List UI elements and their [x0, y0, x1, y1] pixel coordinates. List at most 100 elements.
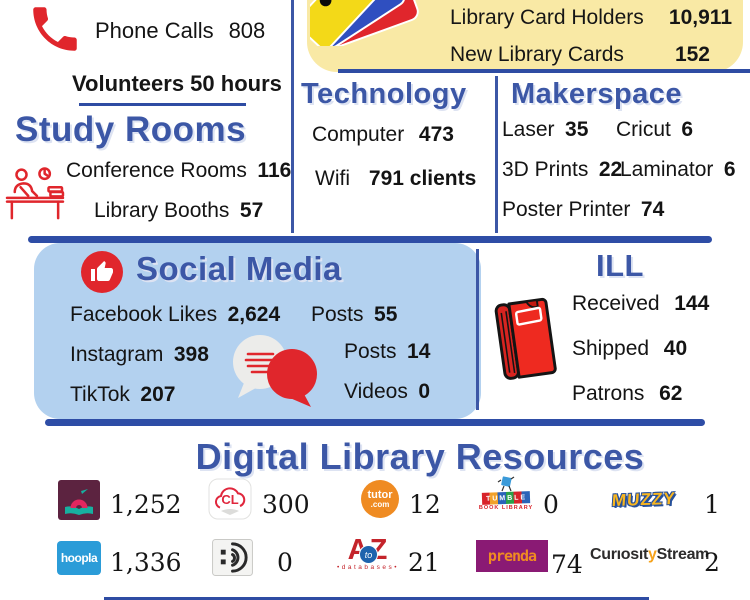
- stat-curiosity-value: 2: [704, 548, 720, 577]
- stat-facebook-likes: Facebook Likes 2,624: [70, 303, 280, 327]
- stat-atoz-value: 21: [408, 548, 440, 577]
- tumblebook-figure-icon: [497, 476, 515, 492]
- stat-ill-received: Received 144: [572, 292, 709, 316]
- curiositystream-logo: CurıosıtyStream: [590, 546, 710, 563]
- stat-label: TikTok: [70, 383, 130, 406]
- stat-facebook-posts: Posts 55: [311, 303, 397, 327]
- svg-text:CL: CL: [221, 492, 238, 507]
- divider-under-cards: [338, 69, 750, 73]
- stat-label: New Library Cards: [450, 43, 624, 66]
- stat-laminator: Laminator 6: [620, 158, 736, 182]
- stat-label: Laminator: [620, 158, 714, 181]
- smiley-sound-waves-icon: [212, 539, 253, 576]
- stat-label: Cricut: [616, 118, 671, 141]
- ill-title: ILL: [596, 248, 644, 283]
- stat-value: 6: [681, 118, 694, 141]
- stat-value: 22: [598, 158, 623, 181]
- stat-label: Conference Rooms: [66, 159, 247, 182]
- stat-value: 116: [257, 159, 292, 182]
- red-book-icon: [494, 297, 557, 380]
- divider-left-column: [291, 0, 294, 233]
- stat-label: Videos: [344, 380, 408, 403]
- atoz-to-badge: to: [359, 545, 378, 564]
- stat-value: 152: [674, 43, 710, 66]
- stat-ill-patrons: Patrons 62: [572, 382, 682, 406]
- stat-label: Poster Printer: [502, 198, 631, 221]
- stat-label: Posts: [311, 303, 364, 326]
- divider-bottom: [104, 597, 649, 600]
- stat-hoopla-value: 1,336: [110, 548, 182, 577]
- stat-muzzy-value: 1: [704, 490, 720, 519]
- stat-tumblebook-value: 0: [543, 490, 559, 519]
- stat-poster-printer: Poster Printer 74: [502, 198, 664, 222]
- stat-wifi: Wifi 791 clients: [315, 167, 476, 191]
- stat-value: 62: [659, 382, 683, 405]
- stat-label: Instagram: [70, 343, 164, 366]
- stat-label: Shipped: [572, 337, 650, 360]
- thumbs-up-icon: [81, 251, 123, 293]
- tutor-com-logo: tutor .com: [361, 480, 399, 518]
- stat-label: Laser: [502, 118, 555, 141]
- stat-value: 40: [663, 337, 688, 360]
- social-media-title: Social Media: [136, 250, 342, 287]
- stat-value: 6: [723, 158, 736, 181]
- stat-value: 398: [173, 343, 209, 366]
- divider-social-bottom: [45, 419, 705, 426]
- stat-label: Posts: [344, 340, 397, 363]
- phone-icon: [33, 7, 77, 51]
- stat-instagram: Instagram 398: [70, 343, 209, 367]
- stat-value: 473: [418, 123, 454, 146]
- stat-value: 55: [374, 303, 398, 326]
- libby-logo: [58, 480, 100, 520]
- divider-social-top: [28, 236, 712, 243]
- stat-value: 0: [418, 380, 431, 403]
- stat-card-holders: Library Card Holders 10,911: [450, 6, 732, 30]
- stat-ill-shipped: Shipped 40: [572, 337, 687, 361]
- stat-new-cards: New Library Cards 152: [450, 43, 710, 67]
- stat-label: Patrons: [572, 382, 645, 405]
- stat-value: 808: [228, 18, 266, 43]
- stat-smiley-value: 0: [277, 548, 293, 577]
- stat-cloudlibrary-value: 300: [262, 490, 310, 519]
- stat-label: Facebook Likes: [70, 303, 218, 326]
- stat-3d-prints: 3D Prints 22: [502, 158, 622, 182]
- hoopla-logo: hoopla: [57, 541, 101, 575]
- study-desk-icon: [5, 167, 65, 220]
- stat-label: 3D Prints: [502, 158, 589, 181]
- stat-value: 10,911: [668, 6, 732, 29]
- stat-label: Wifi: [315, 167, 350, 190]
- stat-conference-rooms: Conference Rooms 116: [66, 159, 291, 183]
- cloudlibrary-logo: CL: [208, 478, 252, 520]
- stat-label: Computer: [312, 123, 405, 146]
- stat-value: 2,624: [227, 303, 281, 326]
- stat-value: 35: [565, 118, 589, 141]
- stat-value: 207: [140, 383, 176, 406]
- library-cards-icon: [310, 0, 419, 46]
- chat-bubbles-icon: [233, 335, 317, 407]
- atoz-databases-logo: AZ to •databases•: [336, 534, 400, 572]
- stat-value: 14: [407, 340, 431, 363]
- stat-label: Received: [572, 292, 660, 315]
- stat-cricut: Cricut 6: [616, 118, 693, 142]
- stat-library-booths: Library Booths 57: [94, 199, 263, 223]
- stat-label: Phone Calls: [95, 18, 214, 43]
- technology-title: Technology: [301, 78, 467, 110]
- stat-value: 144: [674, 292, 710, 315]
- study-rooms-title: Study Rooms: [15, 110, 247, 149]
- digital-resources-title: Digital Library Resources: [195, 436, 645, 477]
- stat-tiktok: TikTok 207: [70, 383, 175, 407]
- stat-prenda-value: 74: [551, 550, 583, 579]
- stat-tutor-value: 12: [409, 490, 441, 519]
- divider-social-ill: [476, 249, 479, 410]
- stat-label: Library Card Holders: [450, 6, 644, 29]
- stat-phone-calls: Phone Calls 808: [95, 18, 265, 44]
- muzzy-logo: MUZZY: [611, 488, 677, 511]
- stat-value: 74: [640, 198, 665, 221]
- prenda-logo: prenda: [476, 540, 548, 572]
- stat-computer: Computer 473: [312, 123, 454, 147]
- stat-label: Library Booths: [94, 199, 230, 222]
- stat-value: 57: [239, 199, 264, 222]
- divider-tech-maker: [495, 76, 498, 233]
- stat-value: 791 clients: [368, 167, 477, 190]
- stat-instagram-posts: Posts 14: [344, 340, 430, 364]
